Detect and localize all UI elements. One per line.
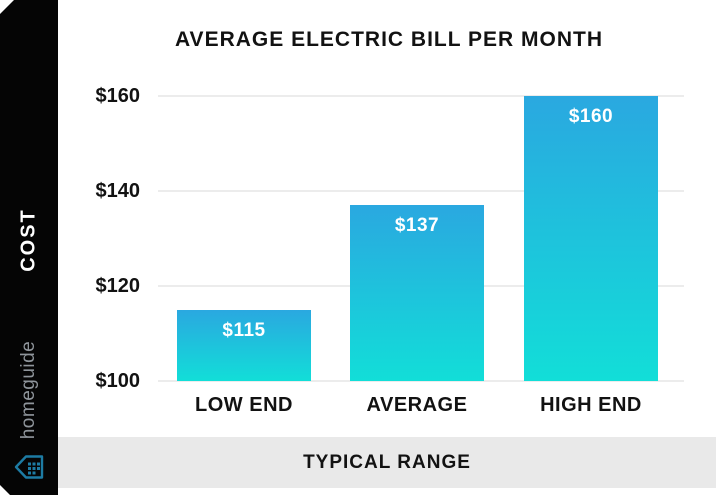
xtick-average: AVERAGE [366,394,468,416]
gridline-160 [158,95,684,97]
xtick-low-end: LOW END [195,394,293,416]
ytick-140: $140 [95,180,141,202]
xtick-high-end: HIGH END [540,394,642,416]
bar-value-high-end: $160 [568,106,614,127]
ytick-120: $120 [95,275,141,297]
ytick-100: $100 [95,370,141,392]
sidebar: COST homeguide [0,0,58,495]
bar-value-low-end: $115 [222,319,266,341]
bar-value-average: $137 [394,215,440,237]
homeguide-house-icon [14,455,44,479]
gridline-140 [158,190,684,192]
bar-average: $137 [350,205,484,381]
corner-cut-bottom [0,485,10,495]
ytick-160: $160 [95,85,141,107]
bar-high-end: $160 [524,96,658,381]
brand-name: homeguide [18,340,39,440]
sidebar-cost-label: COST [17,208,40,272]
chart-title: AVERAGE ELECTRIC BILL PER MONTH [174,28,604,51]
typical-range-band: TYPICAL RANGE [58,437,716,488]
gridline-100 [158,380,684,382]
corner-cut-top [0,0,14,14]
bar-low-end: $115 [177,309,311,381]
